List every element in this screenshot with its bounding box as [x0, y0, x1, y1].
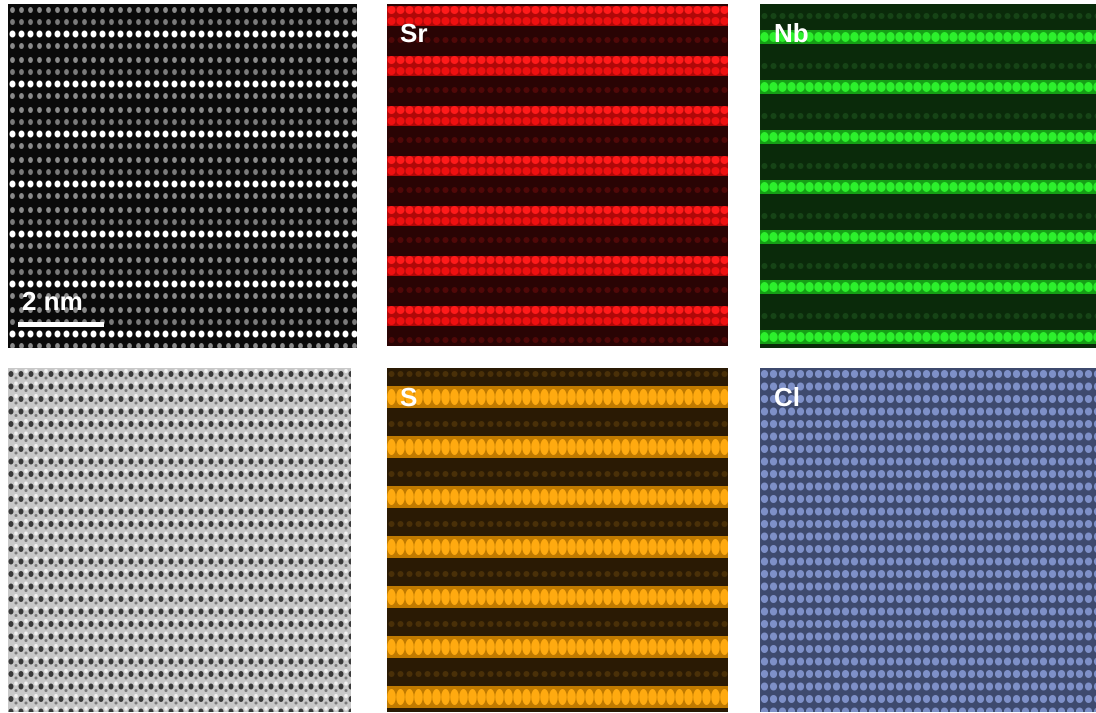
- scale-bar: [18, 322, 104, 327]
- abf-image: [8, 368, 351, 712]
- scale-bar-label: 2 nm: [22, 286, 83, 316]
- panel-label: Nb: [774, 18, 809, 48]
- panel-label: Sr: [400, 18, 427, 48]
- sr-map: [387, 4, 728, 346]
- panel-label: Cl: [774, 382, 800, 412]
- panel-label: S: [400, 382, 417, 412]
- figure: 2 nm Sr Nb S Cl: [0, 0, 1096, 713]
- nb-map: [760, 4, 1096, 348]
- s-map: [387, 368, 728, 712]
- cl-map: [760, 368, 1096, 712]
